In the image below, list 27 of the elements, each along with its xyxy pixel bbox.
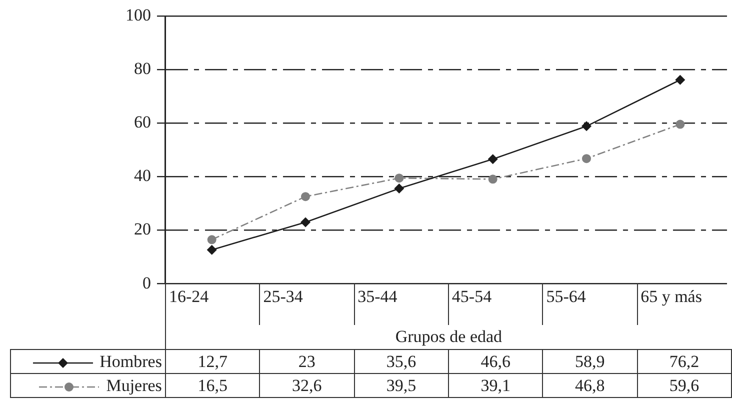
legend-label: Mujeres [10, 374, 166, 398]
y-tick-label: 100 [126, 6, 151, 25]
data-label: 16,5 [165, 374, 260, 398]
x-tick-label: 65 y más [637, 283, 732, 325]
x-tick-label: 16-24 [165, 283, 260, 325]
y-tick-label: 80 [134, 59, 151, 78]
data-label: 32,6 [260, 374, 354, 398]
data-label: 12,7 [165, 350, 260, 374]
x-tick-label: 55-64 [542, 283, 638, 325]
y-tick-label: 20 [134, 220, 151, 239]
data-label: 35,6 [354, 350, 448, 374]
data-label: 76,2 [637, 350, 732, 374]
y-tick-label: 60 [134, 112, 151, 132]
x-tick-label: 35-44 [354, 283, 448, 325]
data-label: 23 [260, 350, 354, 374]
y-tick-label: 40 [134, 166, 151, 186]
data-label: 39,5 [354, 374, 448, 398]
data-label: 46,8 [542, 374, 638, 398]
data-label: 59,6 [637, 374, 732, 398]
legend-label: Hombres [10, 350, 166, 374]
x-tick-label: 45-54 [448, 283, 543, 325]
y-tick-label: 0 [142, 273, 151, 292]
x-axis-title: Grupos de edad [165, 325, 732, 350]
data-label: 39,1 [448, 374, 543, 398]
x-tick-label: 25-34 [260, 283, 354, 325]
data-label: 58,9 [542, 350, 638, 374]
data-label: 46,6 [448, 350, 543, 374]
